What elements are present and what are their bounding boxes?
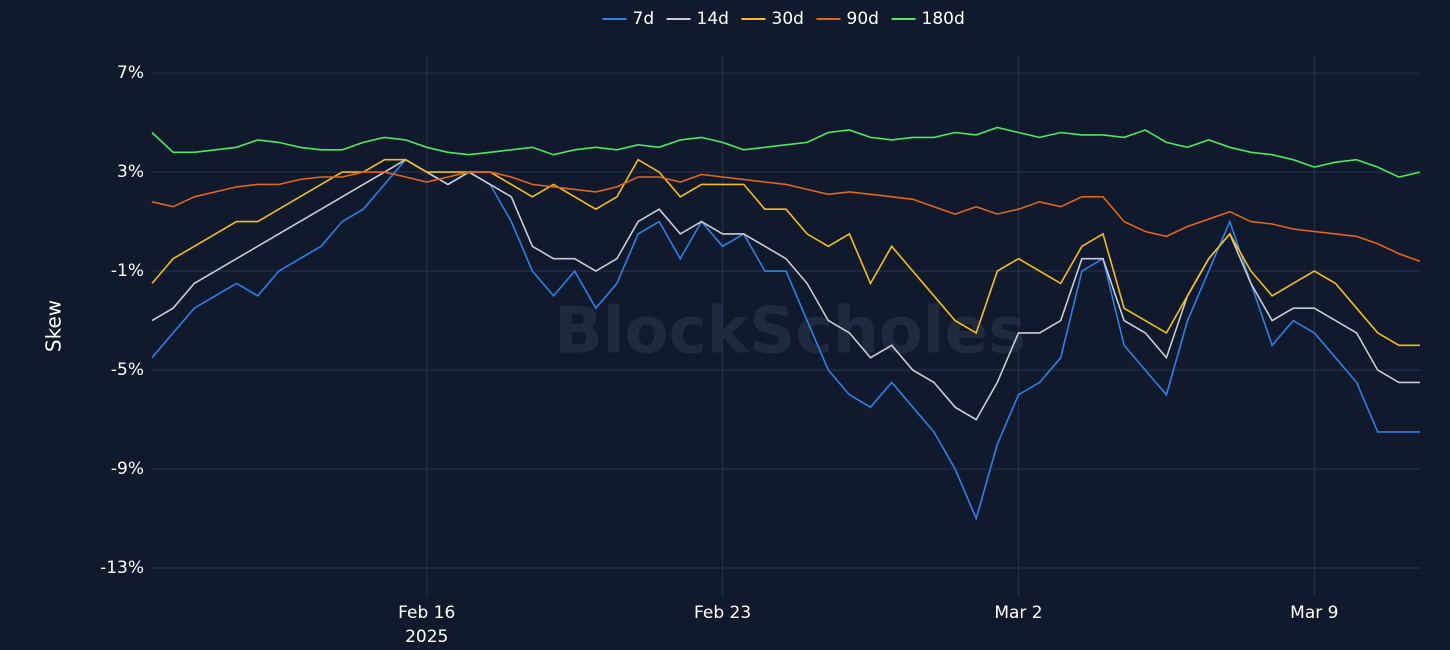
y-tick-label: -1%	[111, 261, 144, 281]
y-axis-title: Skew	[42, 300, 66, 352]
series-line	[151, 126, 1421, 178]
y-tick-label: 3%	[117, 162, 144, 182]
legend-label: 90d	[847, 9, 879, 29]
legend-item[interactable]: 180d	[891, 9, 965, 29]
x-tick-label: Feb 23	[694, 603, 751, 623]
x-tick-label: Mar 9	[1290, 603, 1338, 623]
series-line	[151, 171, 1421, 262]
legend-item[interactable]: 14d	[666, 9, 729, 29]
x-year-label: 2025	[405, 627, 448, 647]
legend-label: 14d	[697, 9, 729, 29]
watermark: BlockScholes	[554, 295, 1026, 369]
series-line	[151, 158, 1420, 421]
y-tick-label: -5%	[111, 360, 144, 380]
x-tick-label: Feb 16	[398, 603, 455, 623]
y-tick-label: -13%	[100, 558, 144, 578]
y-tick-label: 7%	[117, 63, 144, 83]
legend-item[interactable]: 90d	[816, 9, 879, 29]
y-tick-label: -9%	[111, 459, 144, 479]
legend-item[interactable]: 30d	[741, 9, 804, 29]
series-line	[151, 158, 1420, 521]
legend-item[interactable]: 7d	[602, 9, 655, 29]
legend-label: 30d	[772, 9, 804, 29]
legend-label: 7d	[633, 9, 655, 29]
x-tick-label: Mar 2	[994, 603, 1042, 623]
legend-label: 180d	[922, 9, 965, 29]
